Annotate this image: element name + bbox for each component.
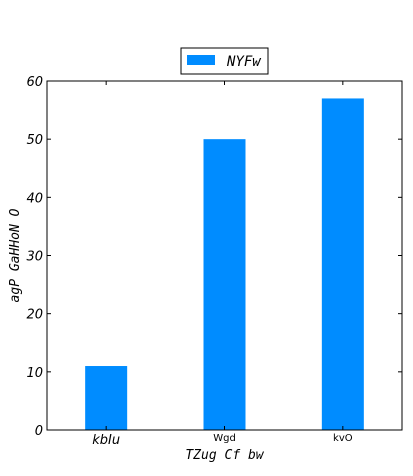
y-tick-label: 20 [26, 308, 43, 323]
y-axis: 0 10 20 30 40 50 60 [26, 75, 402, 439]
x-tick-label: kbIu [92, 433, 120, 448]
bar-Wgd [203, 139, 246, 430]
x-axis: kbIu Wgd kvO [92, 81, 353, 448]
legend-label: NYFw [226, 54, 261, 70]
y-tick-label: 30 [26, 250, 43, 265]
legend: NYFw [180, 47, 269, 75]
x-tick-label: Wgd [213, 433, 236, 444]
y-tick-label: 60 [26, 75, 43, 90]
x-axis-label: TZug Cf bw [185, 448, 264, 463]
y-tick-label: 0 [35, 424, 43, 439]
y-tick-label: 10 [26, 366, 43, 381]
bar-kbIu [85, 366, 128, 430]
legend-swatch [187, 55, 215, 65]
y-axis-label: agP GaHHoN O [8, 208, 23, 302]
bar-kvO [321, 98, 364, 430]
y-tick-label: 50 [26, 133, 43, 148]
bars-layer [85, 98, 364, 430]
x-tick-label: kvO [333, 433, 353, 444]
y-tick-label: 40 [26, 191, 43, 206]
